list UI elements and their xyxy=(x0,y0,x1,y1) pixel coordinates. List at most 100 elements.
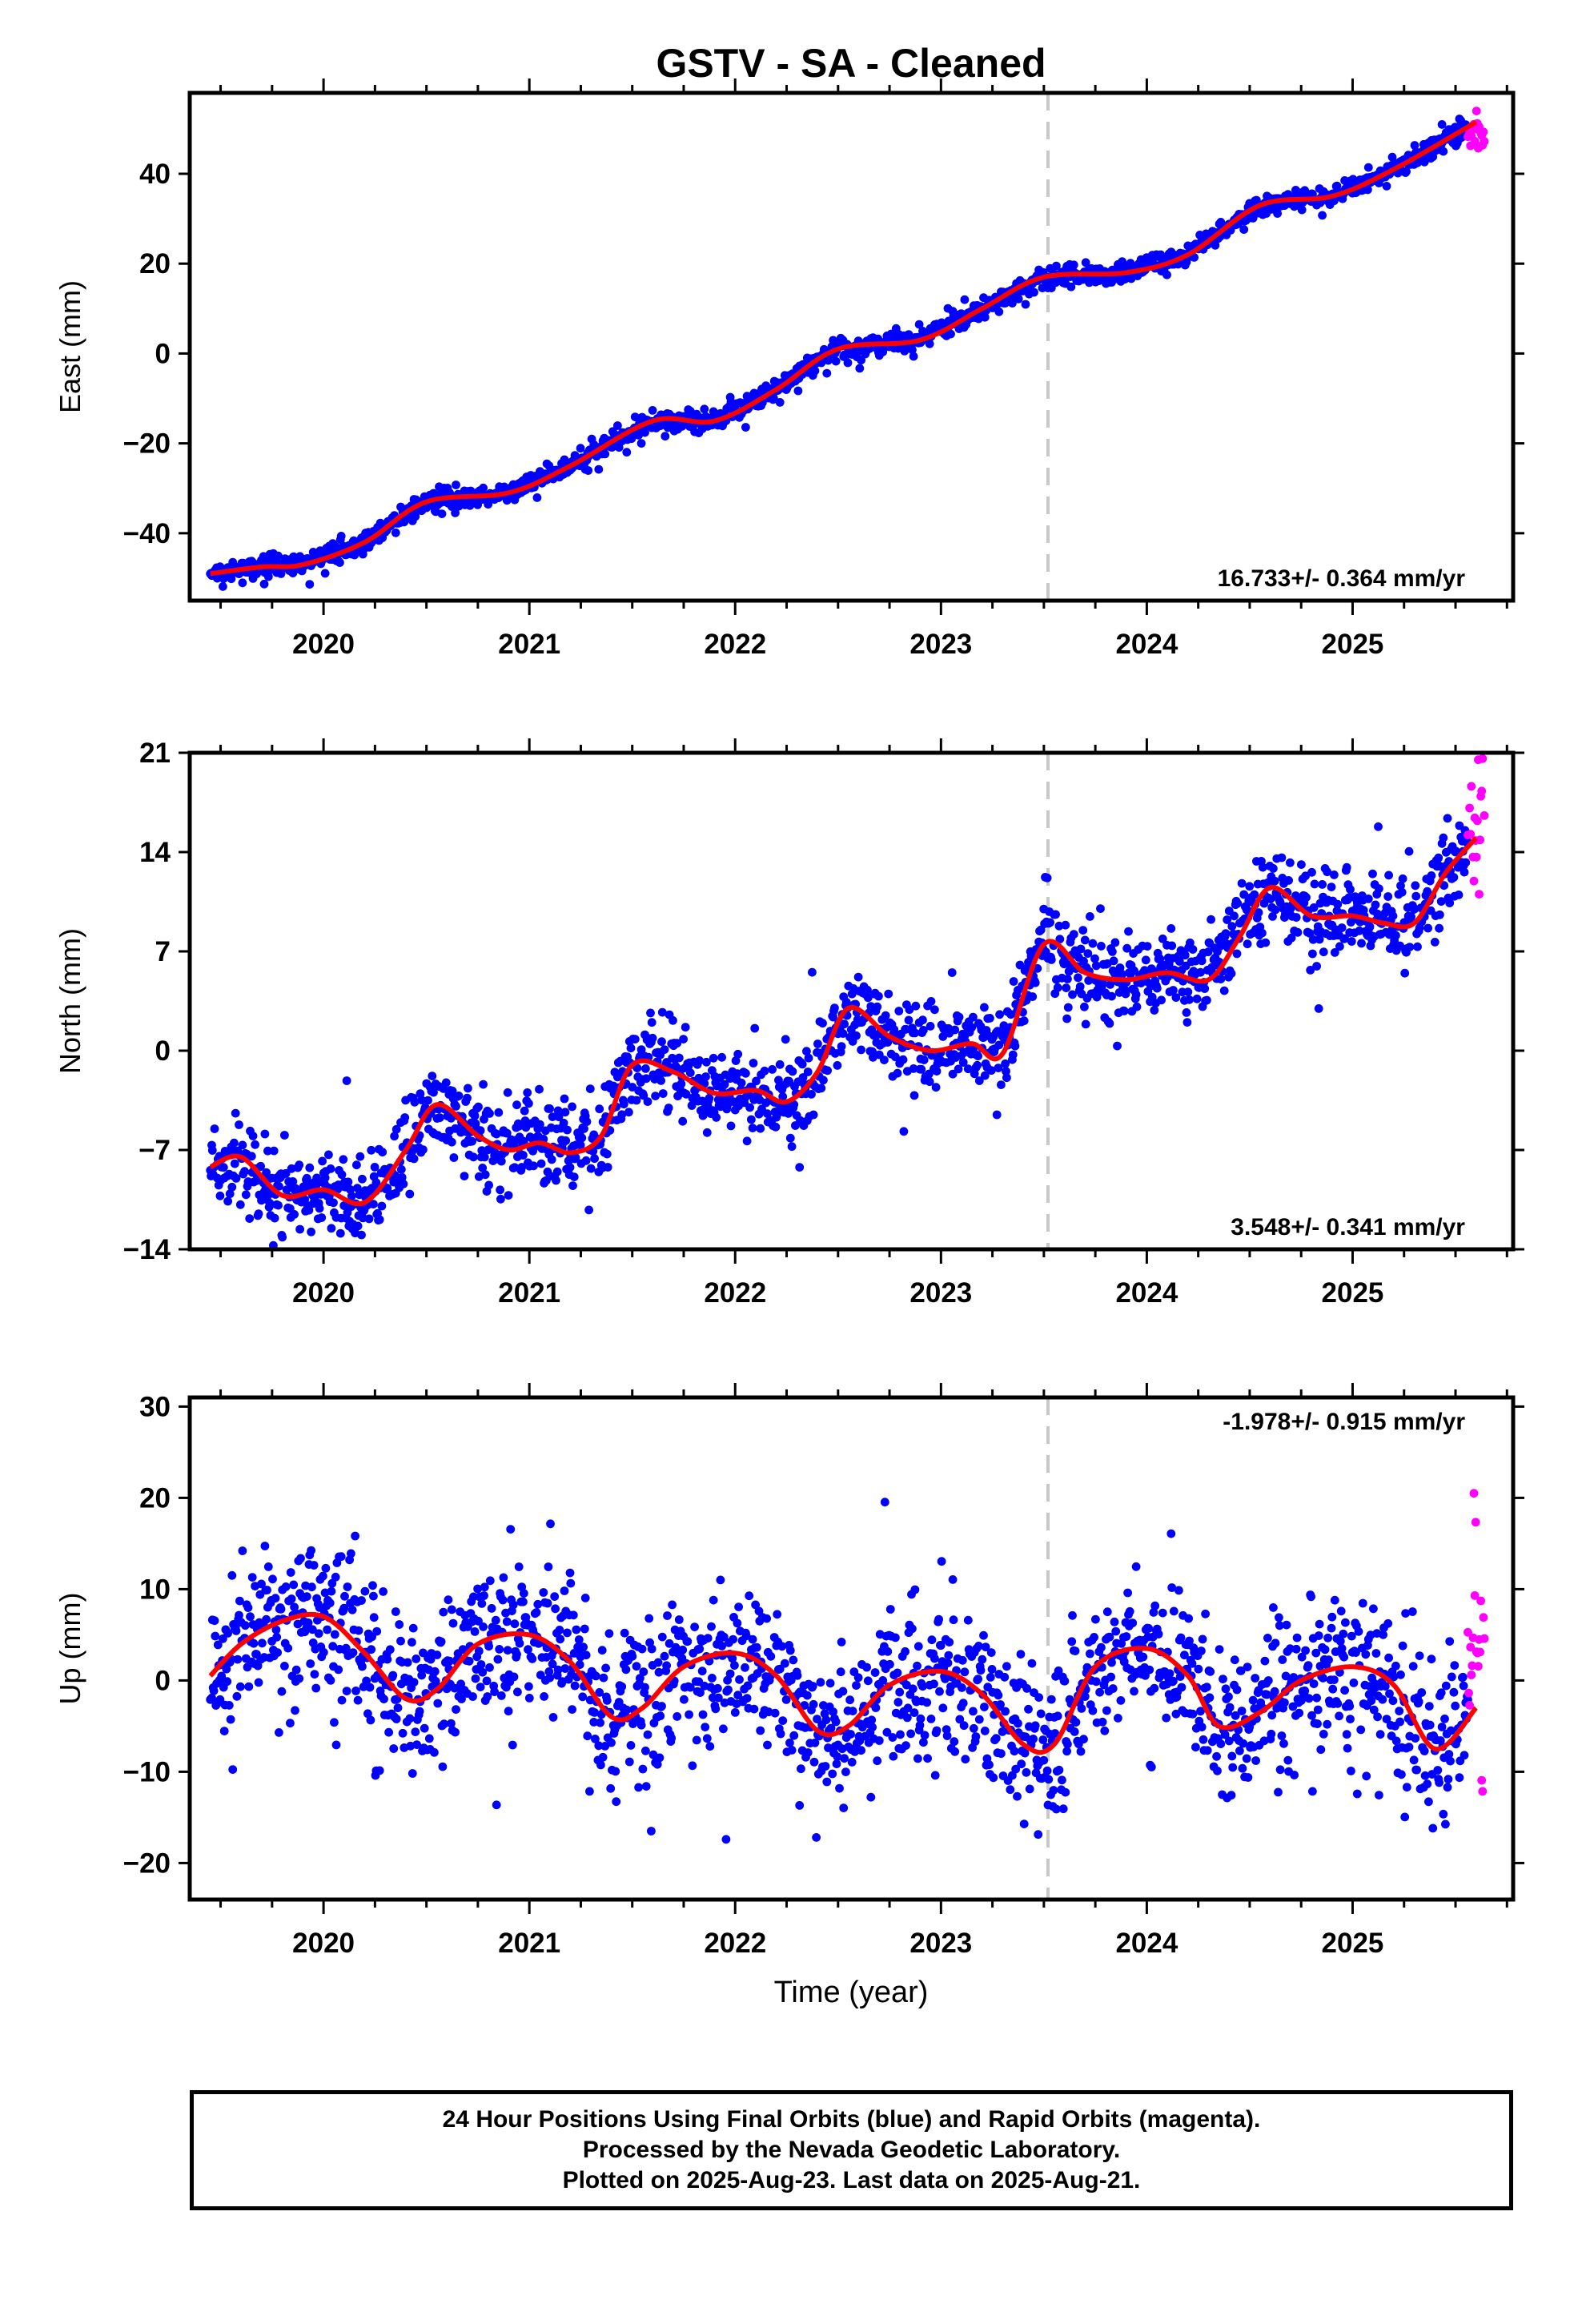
north-final-point xyxy=(494,1108,504,1117)
up-final-point xyxy=(880,1498,889,1507)
up-final-point xyxy=(1216,1739,1226,1749)
east-ytick-label: 20 xyxy=(139,248,171,279)
north-final-point xyxy=(274,1200,283,1210)
up-final-point xyxy=(1205,1693,1215,1703)
up-final-point xyxy=(319,1571,327,1581)
up-final-point xyxy=(1071,1718,1081,1727)
up-final-point xyxy=(347,1549,355,1558)
north-final-point xyxy=(428,1072,437,1080)
north-final-point xyxy=(454,1092,464,1100)
north-final-point xyxy=(938,1032,948,1041)
up-final-point xyxy=(1114,1714,1122,1723)
up-final-point xyxy=(1194,1664,1203,1674)
up-final-point xyxy=(930,1654,939,1663)
north-final-point xyxy=(355,1152,365,1161)
up-final-point xyxy=(393,1703,403,1713)
up-final-point xyxy=(745,1591,754,1601)
east-final-point xyxy=(914,320,924,329)
up-final-point xyxy=(1020,1748,1030,1758)
up-final-point xyxy=(231,1626,241,1635)
up-final-point xyxy=(793,1671,802,1680)
east-final-point xyxy=(320,569,330,578)
up-final-point xyxy=(375,1766,384,1775)
up-final-point xyxy=(1271,1638,1280,1648)
up-final-point xyxy=(996,1700,1005,1709)
up-final-point xyxy=(411,1727,420,1737)
up-final-point xyxy=(857,1723,867,1732)
north-final-point xyxy=(469,1152,478,1162)
north-final-point xyxy=(1250,890,1259,899)
north-final-point xyxy=(256,1161,265,1171)
east-final-point xyxy=(1066,282,1076,292)
north-final-point xyxy=(474,1102,483,1112)
north-final-point xyxy=(496,1194,505,1204)
north-final-point xyxy=(749,1059,758,1068)
up-final-point xyxy=(885,1605,895,1614)
up-final-point xyxy=(695,1644,705,1654)
north-final-point xyxy=(353,1221,363,1231)
north-final-point xyxy=(1435,910,1444,919)
up-final-point xyxy=(1106,1672,1115,1682)
up-final-point xyxy=(1123,1588,1132,1598)
up-final-point xyxy=(367,1645,376,1655)
up-final-point xyxy=(247,1573,257,1582)
up-final-point xyxy=(1281,1671,1291,1681)
north-final-point xyxy=(1062,983,1071,992)
up-final-point xyxy=(1095,1687,1104,1697)
north-rapid-point xyxy=(1476,835,1484,845)
up-final-point xyxy=(1088,1706,1098,1715)
up-final-point xyxy=(1279,1739,1288,1748)
north-final-point xyxy=(681,1023,690,1032)
up-final-point xyxy=(980,1703,989,1711)
north-final-point xyxy=(701,1072,710,1081)
north-final-point xyxy=(1436,897,1446,906)
up-final-point xyxy=(578,1692,588,1702)
up-final-point xyxy=(391,1715,401,1723)
up-final-point xyxy=(1016,1650,1026,1659)
up-final-point xyxy=(1105,1632,1114,1642)
north-final-point xyxy=(1302,893,1311,902)
up-final-point xyxy=(572,1625,581,1634)
north-final-point xyxy=(687,1101,697,1110)
up-final-point xyxy=(936,1641,946,1651)
north-final-point xyxy=(750,1023,760,1033)
up-final-point xyxy=(922,1698,932,1707)
east-xtick-label: 2022 xyxy=(704,629,766,660)
north-final-point xyxy=(283,1259,292,1268)
north-final-point xyxy=(1042,873,1052,883)
up-final-point xyxy=(667,1734,677,1743)
up-final-point xyxy=(469,1592,478,1602)
up-final-point xyxy=(243,1603,253,1612)
north-final-point xyxy=(1169,986,1178,995)
north-final-point xyxy=(1342,862,1351,872)
north-final-point xyxy=(932,1067,942,1076)
up-final-point xyxy=(991,1734,1001,1743)
north-final-point xyxy=(1203,995,1211,1005)
north-final-point xyxy=(1271,905,1280,915)
north-final-point xyxy=(830,1003,839,1012)
north-xtick-label: 2020 xyxy=(292,1277,355,1309)
up-final-point xyxy=(551,1604,560,1614)
north-final-point xyxy=(788,1067,797,1076)
north-final-point xyxy=(603,1163,612,1172)
up-final-point xyxy=(594,1741,604,1751)
north-final-point xyxy=(565,1163,575,1172)
north-final-point xyxy=(1284,876,1293,885)
up-final-point xyxy=(483,1692,492,1701)
north-final-point xyxy=(1086,912,1094,921)
up-final-point xyxy=(207,1693,216,1703)
up-final-point xyxy=(833,1752,842,1762)
north-final-point xyxy=(1335,942,1344,951)
north-final-point xyxy=(905,1005,914,1015)
east-final-point xyxy=(479,483,488,493)
up-final-point xyxy=(363,1709,372,1719)
north-final-point xyxy=(992,1110,1002,1120)
north-final-point xyxy=(523,1088,532,1097)
east-final-point xyxy=(584,466,593,475)
north-final-point xyxy=(280,1131,289,1140)
north-rapid-point xyxy=(1480,811,1489,820)
north-final-point xyxy=(1078,926,1088,935)
north-model-fit xyxy=(209,836,1478,1207)
up-final-point xyxy=(685,1683,695,1692)
east-ytick-label: 0 xyxy=(155,338,171,369)
